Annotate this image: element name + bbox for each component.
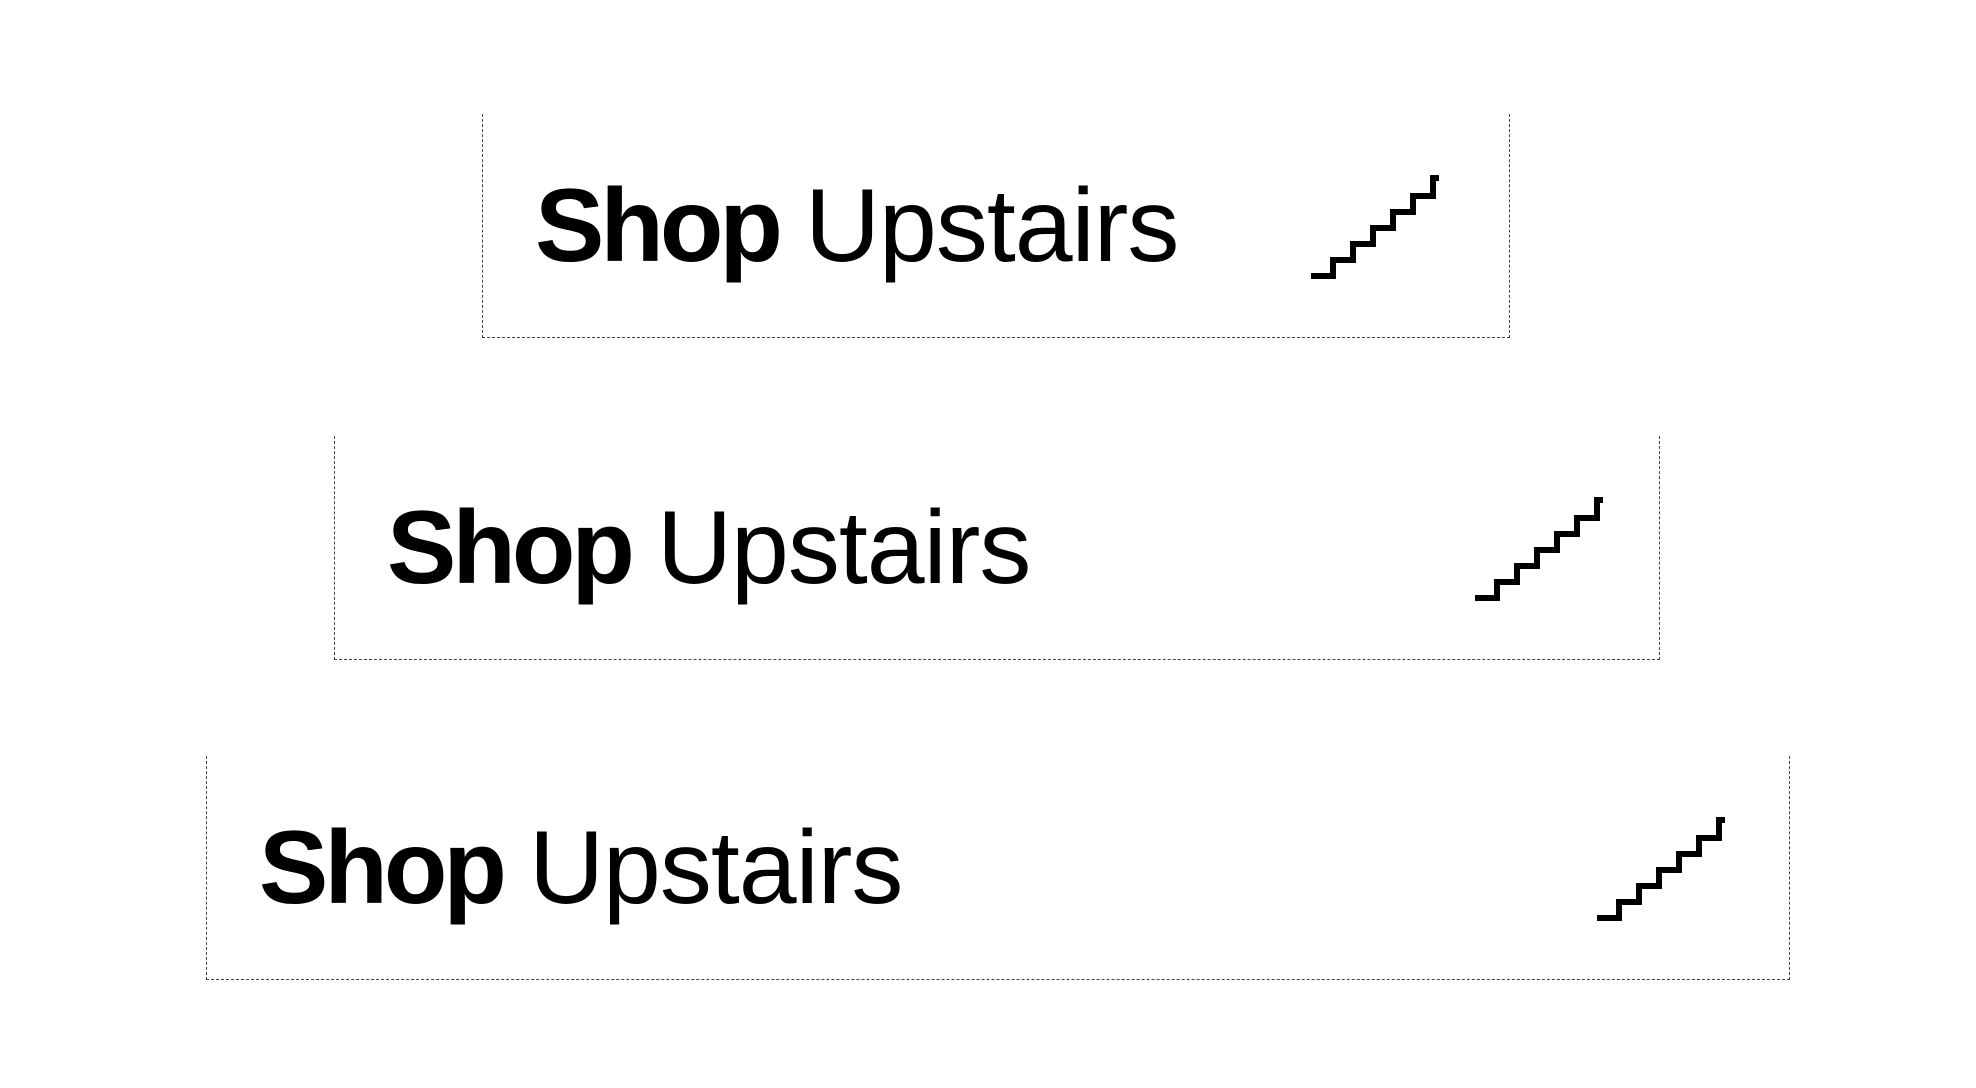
wordmark-bold: Shop — [387, 490, 635, 606]
banner-medium: Shop Upstairs — [334, 436, 1660, 660]
wordmark-light: Upstairs — [804, 168, 1179, 284]
stairs-icon — [1597, 817, 1725, 921]
stairs-icon — [1475, 497, 1603, 601]
wordmark-light: Upstairs — [656, 490, 1031, 606]
stairs-icon — [1311, 175, 1439, 279]
wordmark-bold: Shop — [259, 810, 507, 926]
shop-upstairs-wordmark: Shop Upstairs — [259, 816, 903, 920]
shop-upstairs-wordmark: Shop Upstairs — [535, 174, 1179, 278]
banner-large: Shop Upstairs — [206, 756, 1790, 980]
wordmark-bold: Shop — [535, 168, 783, 284]
wordmark-light: Upstairs — [528, 810, 903, 926]
banner-small: Shop Upstairs — [482, 114, 1510, 338]
shop-upstairs-wordmark: Shop Upstairs — [387, 496, 1031, 600]
